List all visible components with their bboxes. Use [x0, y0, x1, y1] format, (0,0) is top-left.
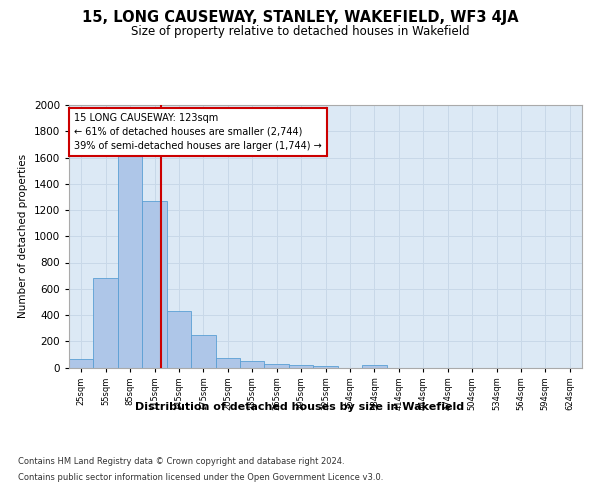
Text: 15 LONG CAUSEWAY: 123sqm
← 61% of detached houses are smaller (2,744)
39% of sem: 15 LONG CAUSEWAY: 123sqm ← 61% of detach… — [74, 113, 322, 151]
Bar — [94, 278, 118, 368]
Bar — [265, 364, 289, 368]
Bar — [313, 366, 338, 368]
Bar — [289, 364, 313, 368]
Text: Contains public sector information licensed under the Open Government Licence v3: Contains public sector information licen… — [18, 472, 383, 482]
Text: Size of property relative to detached houses in Wakefield: Size of property relative to detached ho… — [131, 25, 469, 38]
Bar — [118, 154, 142, 368]
Bar — [362, 365, 386, 368]
Bar — [215, 358, 240, 368]
Bar — [240, 361, 265, 368]
Text: Distribution of detached houses by size in Wakefield: Distribution of detached houses by size … — [136, 402, 464, 412]
Bar — [142, 201, 167, 368]
Text: 15, LONG CAUSEWAY, STANLEY, WAKEFIELD, WF3 4JA: 15, LONG CAUSEWAY, STANLEY, WAKEFIELD, W… — [82, 10, 518, 25]
Bar — [69, 359, 94, 368]
Bar — [191, 336, 215, 368]
Text: Contains HM Land Registry data © Crown copyright and database right 2024.: Contains HM Land Registry data © Crown c… — [18, 458, 344, 466]
Y-axis label: Number of detached properties: Number of detached properties — [18, 154, 28, 318]
Bar — [167, 311, 191, 368]
